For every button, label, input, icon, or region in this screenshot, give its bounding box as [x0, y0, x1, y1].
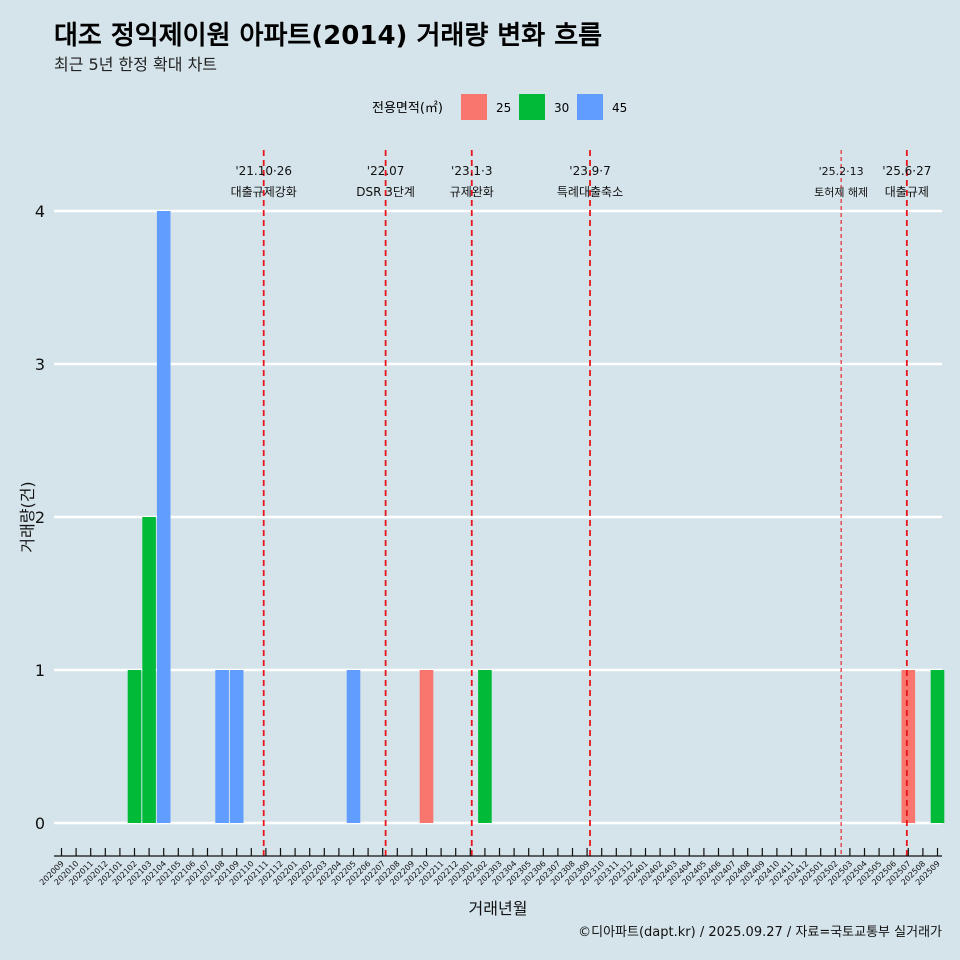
bar-45-202108: [215, 670, 229, 823]
y-tick-label: 1: [35, 661, 45, 680]
y-tick-labels: 0 1 2 3 4: [35, 202, 45, 833]
bar-30-202302: [478, 670, 492, 823]
y-tick-label: 2: [35, 508, 45, 527]
event-date: '22.07: [367, 164, 405, 178]
bar-30-202103: [142, 517, 156, 823]
legend-label-30: 30: [554, 101, 569, 115]
legend-swatch-30: [519, 94, 545, 120]
bar-25-202507: [901, 670, 916, 823]
event-date: '23.9·7: [569, 164, 610, 178]
legend-label-45: 45: [612, 101, 627, 115]
legend: 전용면적(㎡) 25 30 45: [372, 94, 627, 120]
chart-title: 대조 정익제이원 아파트(2014) 거래량 변화 흐름: [54, 21, 602, 51]
legend-swatch-45: [577, 94, 603, 120]
bar-25-202210: [419, 670, 434, 823]
gridlines: [54, 209, 942, 825]
bar-45-202109: [229, 670, 244, 823]
x-axis: 2020092020102020112020122021012021022021…: [38, 848, 942, 887]
bars: [127, 211, 945, 823]
source-caption: ©디아파트(dapt.kr) / 2025.09.27 / 자료=국토교통부 실…: [578, 925, 942, 940]
event-label: 특례대출축소: [557, 185, 623, 199]
bar-45-202205: [346, 670, 361, 823]
legend-swatch-25: [461, 94, 487, 120]
legend-title: 전용면적(㎡): [372, 101, 443, 116]
event-label: 대출규제: [885, 185, 929, 199]
y-axis-title: 거래량(건): [18, 481, 37, 552]
bar-30-202102: [127, 670, 142, 823]
bar-45-202104: [156, 211, 171, 823]
event-annotations: '21.10·26 대출규제강화 '22.07 DSR 3단계 '23.1·3 규제완화 '…: [231, 164, 932, 199]
chart-subtitle: 최근 5년 한정 확대 차트: [54, 55, 217, 74]
event-label: 규제완화: [450, 185, 494, 199]
event-label: 토허제 해제: [814, 185, 868, 199]
y-tick-label: 4: [35, 202, 45, 221]
event-label: DSR 3단계: [356, 185, 415, 199]
event-lines: [262, 150, 908, 856]
event-date: '25.6·27: [882, 164, 931, 178]
event-label: 대출규제강화: [231, 185, 297, 199]
event-date: '25.2·13: [819, 165, 864, 178]
x-axis-title: 거래년월: [469, 899, 528, 918]
y-tick-label: 0: [35, 814, 45, 833]
event-date: '23.1·3: [451, 164, 492, 178]
legend-label-25: 25: [496, 101, 511, 115]
event-date: '21.10·26: [235, 164, 292, 178]
bar-30-202509: [930, 670, 945, 823]
y-tick-label: 3: [35, 355, 45, 374]
